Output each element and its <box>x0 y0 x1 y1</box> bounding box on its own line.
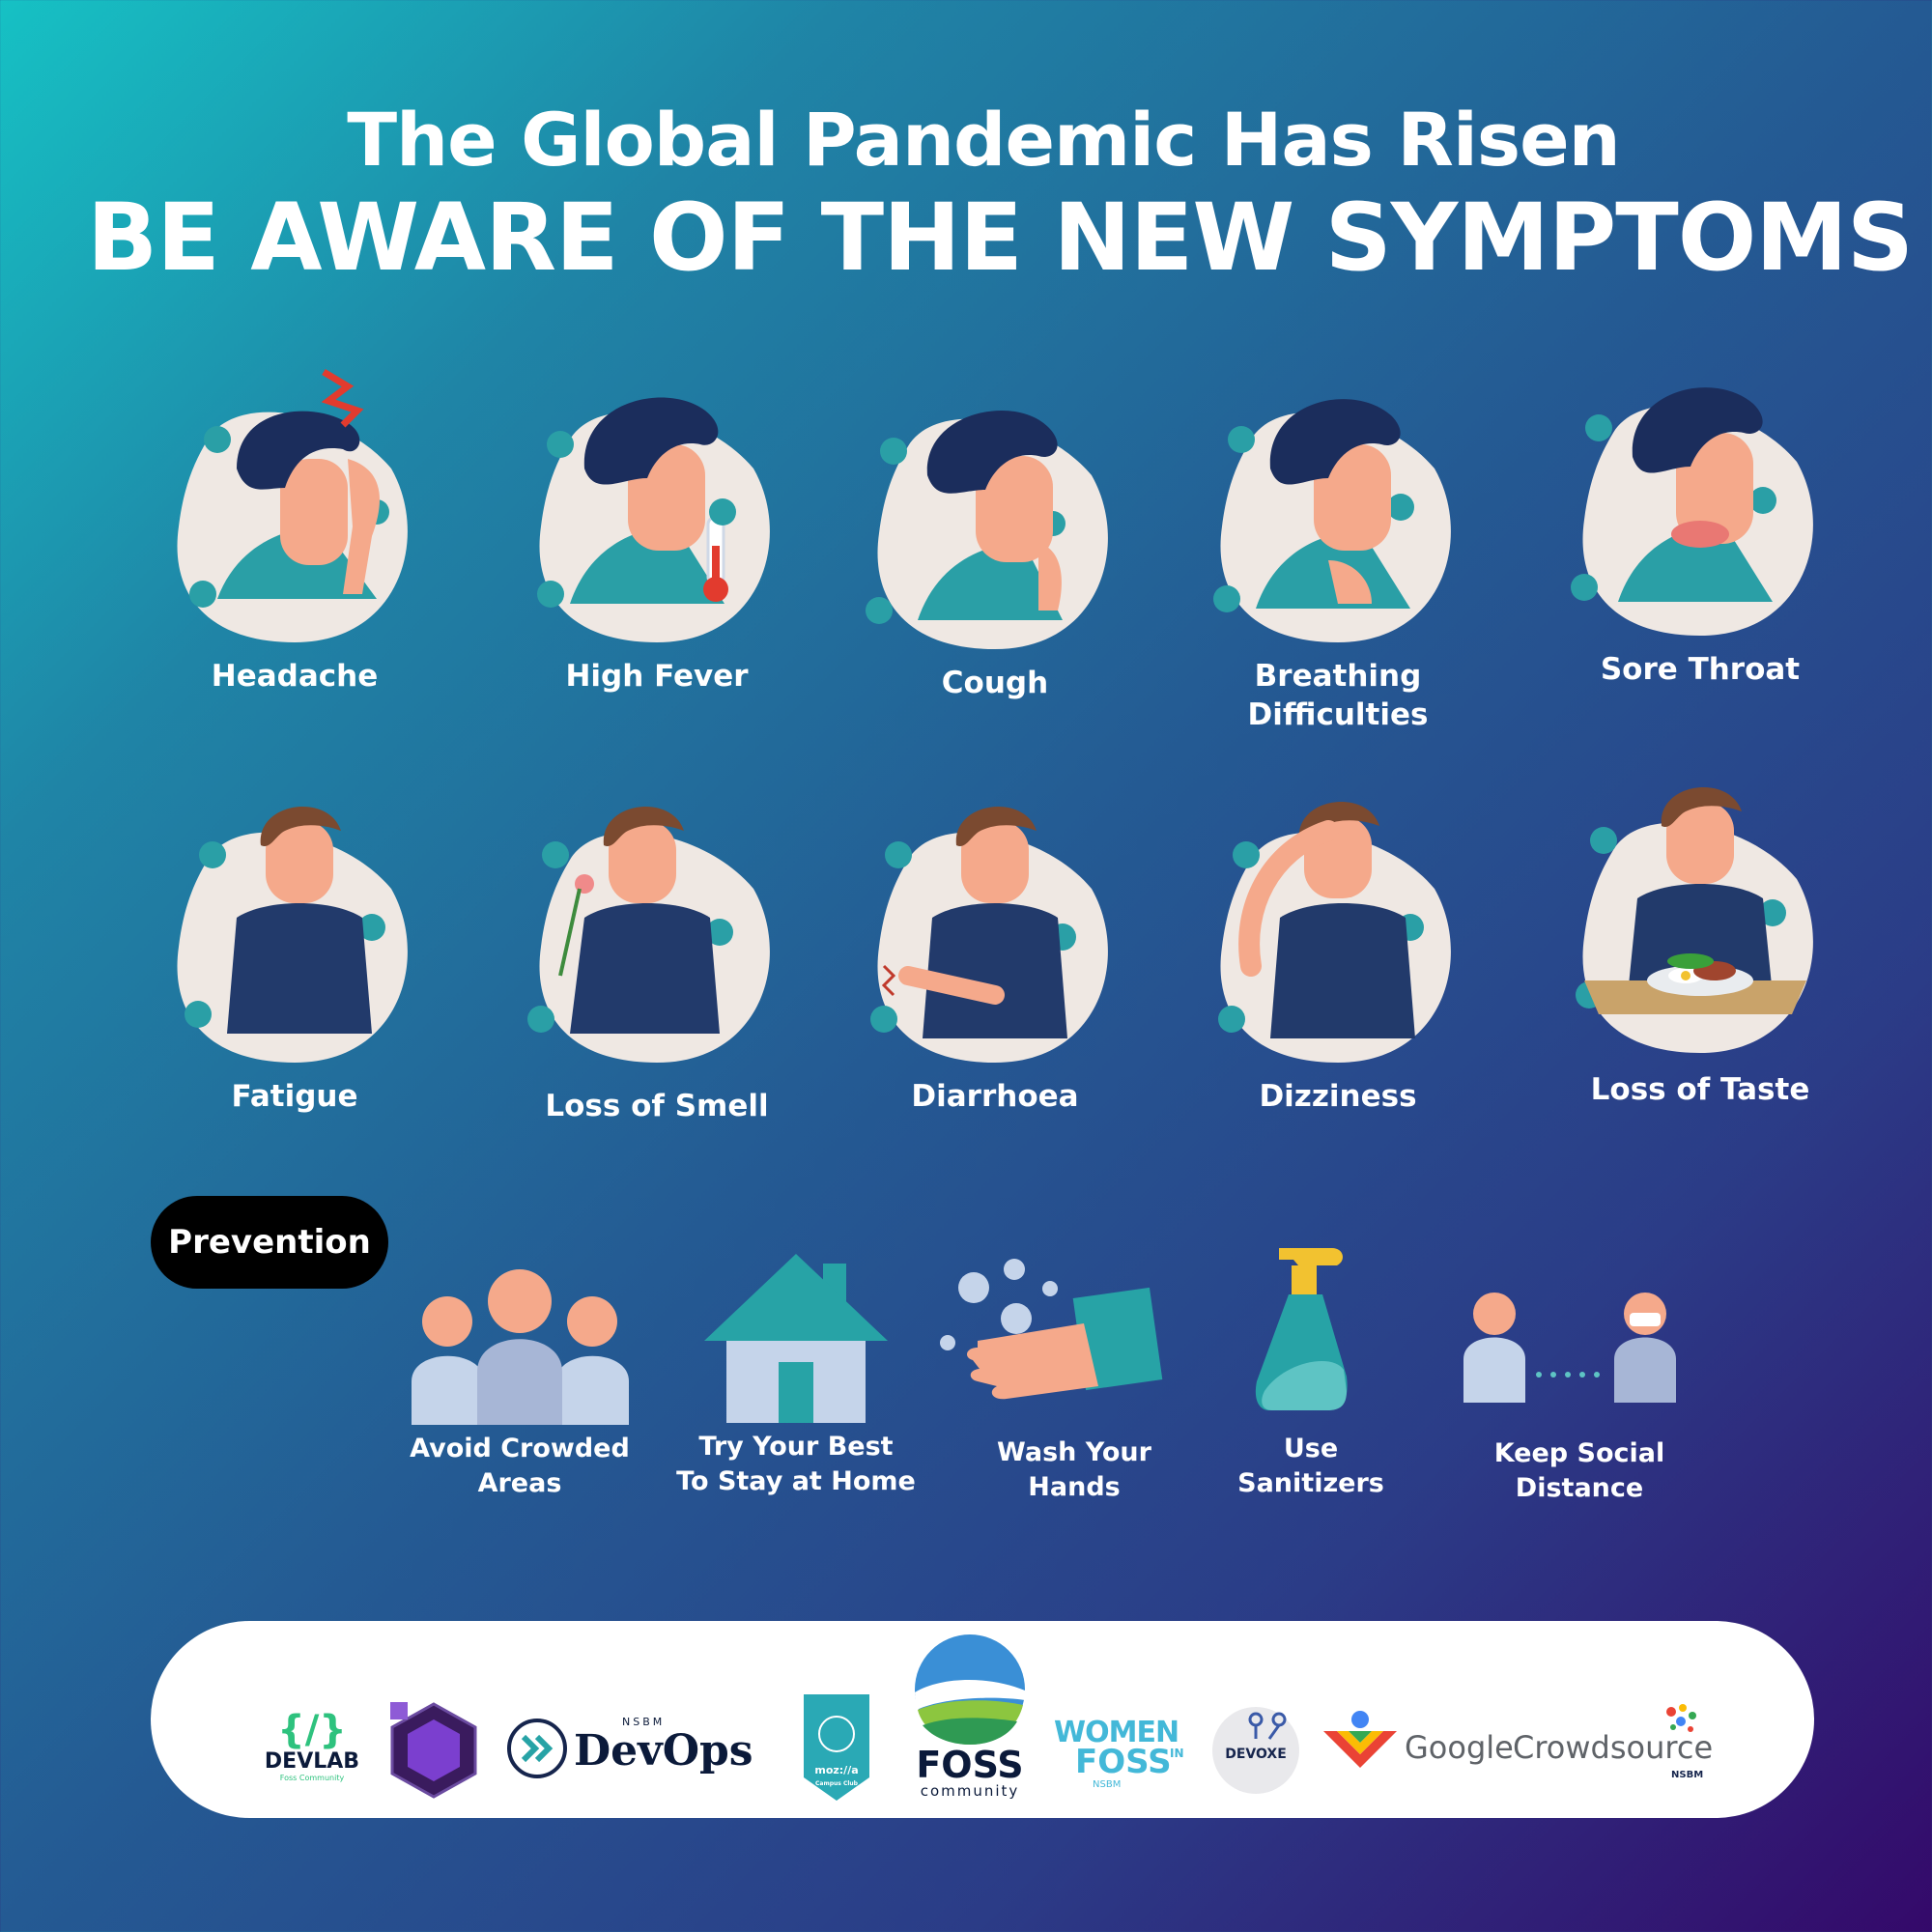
prevention-item-hands: Wash Your Hands <box>940 1256 1200 1517</box>
diarrhoea-icon <box>870 806 1108 1063</box>
prevention-item-distance: Keep Social Distance <box>1454 1292 1705 1514</box>
svg-text:DEVOXE: DEVOXE <box>1225 1747 1287 1762</box>
symptom-label: Dizziness <box>1259 1079 1417 1114</box>
foss-globe-icon <box>915 1634 1025 1745</box>
symptom-label: Diarrhoea <box>911 1079 1079 1114</box>
prevention-label: Avoid Crowded Areas <box>410 1434 630 1498</box>
women-in-foss-logo: WOMEN IN FOSS NSBM <box>1054 1716 1184 1791</box>
devops-arrow-icon <box>507 1719 567 1778</box>
social-distance-icon <box>1463 1293 1676 1403</box>
symptom-label: Loss of Smell <box>545 1089 769 1123</box>
symptom-diarrhoea: Diarrhoea <box>850 773 1140 1140</box>
prevention-label: Keep Social Distance <box>1493 1438 1665 1503</box>
hexagon-club-logo <box>390 1702 477 1803</box>
devlab-logo: {/} DEVLAB Foss Community <box>259 1710 365 1782</box>
prevention-item-home: Try Your Best To Stay at Home <box>670 1254 922 1505</box>
breathing-icon <box>1213 399 1451 642</box>
cough-icon <box>866 410 1108 649</box>
prevention-item-sanitizer: Use Sanitizers <box>1185 1246 1436 1507</box>
fever-icon <box>537 397 770 642</box>
sanitizer-icon <box>1255 1248 1348 1410</box>
hand-wash-icon <box>940 1259 1163 1400</box>
symptom-label: Breathing Difficulties <box>1247 659 1429 732</box>
symptom-sore-throat: Sore Throat <box>1555 346 1845 713</box>
symptom-loss-of-taste: Loss of Taste <box>1555 763 1845 1130</box>
smell-icon <box>527 806 770 1063</box>
taste-icon <box>1576 786 1813 1053</box>
symptom-label: Sore Throat <box>1600 652 1801 687</box>
symptom-headache: Headache <box>150 353 440 720</box>
symptom-dizziness: Dizziness <box>1193 773 1483 1140</box>
symptom-label: Cough <box>941 666 1049 700</box>
prevention-label: Try Your Best To Stay at Home <box>676 1432 916 1496</box>
sore-throat-icon <box>1571 387 1813 636</box>
page-title: The Global Pandemic Has Risen <box>347 97 1621 183</box>
symptom-label: Loss of Taste <box>1590 1072 1810 1107</box>
svg-text:moz://a: moz://a <box>814 1764 858 1776</box>
house-icon <box>704 1254 888 1423</box>
foss-community-logo: FOSS community <box>910 1633 1030 1799</box>
svg-text:Campus Club: Campus Club <box>815 1780 859 1787</box>
symptom-label: Headache <box>211 659 379 694</box>
prevention-label: Wash Your Hands <box>997 1437 1151 1502</box>
devoxe-logo: DEVOXE <box>1211 1706 1300 1799</box>
symptom-loss-of-smell: Loss of Smell <box>512 773 802 1140</box>
symptom-fatigue: Fatigue <box>150 773 440 1140</box>
sponsor-logo-bar: {/} DEVLAB Foss Community NSBM DevOps mo… <box>151 1621 1814 1818</box>
fatigue-icon <box>177 806 408 1063</box>
symptom-label: High Fever <box>565 659 749 694</box>
prevention-label: Use Sanitizers <box>1237 1434 1384 1498</box>
page-subtitle: BE AWARE OF THE NEW SYMPTOMS <box>87 184 1914 292</box>
google-crowdsource-logo: Google Crowdsource NSBM <box>1323 1704 1739 1797</box>
symptom-high-fever: High Fever <box>512 353 802 720</box>
prevention-item-crowd: Avoid Crowded Areas <box>394 1265 645 1507</box>
symptom-label: Fatigue <box>231 1079 358 1114</box>
crowd-icon <box>412 1269 629 1425</box>
mozilla-campus-club-logo: moz://a Campus Club <box>800 1690 873 1808</box>
devops-logo: NSBM DevOps <box>506 1716 767 1785</box>
dizziness-icon <box>1218 801 1451 1063</box>
crowdsource-people-icon <box>1323 1711 1397 1768</box>
headache-icon <box>177 368 408 642</box>
devlab-brackets-icon: {/} <box>277 1708 347 1752</box>
prevention-badge: Prevention <box>151 1196 388 1289</box>
symptom-breathing: Breathing Difficulties <box>1193 353 1483 732</box>
crowdsource-dots-icon <box>1666 1704 1696 1732</box>
symptom-cough: Cough <box>850 359 1140 726</box>
